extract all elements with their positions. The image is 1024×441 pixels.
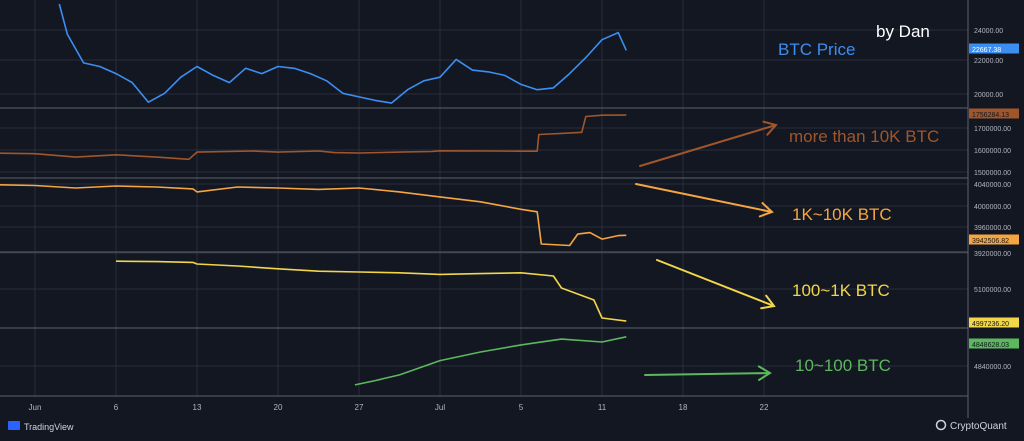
b10to100-last-value: 4848628.03 — [972, 342, 1009, 349]
k1to10k-series-line — [0, 183, 627, 247]
x-tick-label: Jul — [435, 403, 445, 412]
over10k-label: more than 10K BTC — [789, 127, 939, 146]
y-tick-label: 20000.00 — [974, 92, 1003, 99]
y-tick-label: 1600000.00 — [974, 148, 1011, 155]
y-tick-label: 4040000.00 — [974, 182, 1011, 189]
x-tick-label: 6 — [114, 403, 119, 412]
y-tick-label: 24000.00 — [974, 28, 1003, 35]
h100to1k-last-value-badge — [969, 317, 1019, 328]
k1to10k-last-value: 3942506.82 — [972, 238, 1009, 245]
h100to1k-label: 100~1K BTC — [792, 281, 890, 300]
over10k-last-value: 1756284.13 — [972, 112, 1009, 119]
over10k-trend-arrow — [639, 120, 778, 167]
k1to10k-trend-arrow — [635, 183, 774, 218]
y-tick-label: 1700000.00 — [974, 126, 1011, 133]
b10to100-trend-arrow — [644, 365, 772, 381]
y-tick-label: 4840000.00 — [974, 364, 1011, 371]
b10to100-label: 10~100 BTC — [795, 356, 891, 375]
x-tick-label: 11 — [598, 403, 607, 412]
y-tick-label: 4000000.00 — [974, 204, 1011, 211]
x-tick-label: Jun — [29, 403, 42, 412]
price-label: BTC Price — [778, 40, 855, 59]
x-tick-label: 20 — [274, 403, 283, 412]
tradingview-label: TradingView — [24, 422, 74, 432]
x-tick-label: 5 — [519, 403, 524, 412]
tradingview-logo: TradingView — [8, 421, 74, 432]
over10k-last-value-badge — [969, 108, 1019, 119]
author-label: by Dan — [876, 22, 930, 41]
b10to100-last-value-badge — [969, 338, 1019, 349]
price-last-value-badge — [969, 43, 1019, 54]
h100to1k-last-value: 4997236.20 — [972, 321, 1009, 328]
price-series-line — [58, 3, 628, 104]
over10k-series-line — [0, 114, 627, 161]
x-tick-label: 22 — [760, 403, 769, 412]
x-tick-label: 13 — [193, 403, 202, 412]
y-tick-label: 22000.00 — [974, 58, 1003, 65]
x-tick-label: 18 — [679, 403, 688, 412]
h100to1k-trend-arrow — [656, 259, 776, 310]
k1to10k-label: 1K~10K BTC — [792, 205, 892, 224]
h100to1k-series-line — [115, 260, 627, 322]
k1to10k-last-value-badge — [969, 234, 1019, 245]
price-last-value: 22667.38 — [972, 47, 1001, 54]
y-tick-label: 5100000.00 — [974, 287, 1011, 294]
cryptoquant-label: CryptoQuant — [950, 421, 1007, 432]
y-tick-label: 3920000.00 — [974, 251, 1011, 258]
y-tick-label: 3960000.00 — [974, 225, 1011, 232]
y-tick-label: 1500000.00 — [974, 170, 1011, 177]
b10to100-series-line — [354, 336, 627, 386]
cryptoquant-logo: CryptoQuant — [935, 419, 1007, 432]
x-tick-label: 27 — [355, 403, 364, 412]
